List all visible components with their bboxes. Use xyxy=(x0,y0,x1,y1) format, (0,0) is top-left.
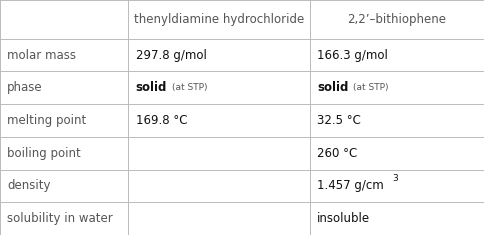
Text: 297.8 g/mol: 297.8 g/mol xyxy=(136,49,206,62)
Text: (at STP): (at STP) xyxy=(353,83,389,92)
Text: phase: phase xyxy=(7,81,43,94)
Text: 3: 3 xyxy=(392,174,398,183)
Text: 166.3 g/mol: 166.3 g/mol xyxy=(317,49,388,62)
Text: 2,2’–bithiophene: 2,2’–bithiophene xyxy=(348,13,446,26)
Text: 1.457 g/cm: 1.457 g/cm xyxy=(317,180,384,192)
Text: boiling point: boiling point xyxy=(7,147,81,160)
Text: solubility in water: solubility in water xyxy=(7,212,113,225)
Text: melting point: melting point xyxy=(7,114,87,127)
Text: molar mass: molar mass xyxy=(7,49,76,62)
Text: thenyldiamine hydrochloride: thenyldiamine hydrochloride xyxy=(134,13,304,26)
Text: 169.8 °C: 169.8 °C xyxy=(136,114,187,127)
Text: solid: solid xyxy=(317,81,348,94)
Text: 32.5 °C: 32.5 °C xyxy=(317,114,361,127)
Text: (at STP): (at STP) xyxy=(172,83,207,92)
Text: insoluble: insoluble xyxy=(317,212,370,225)
Text: 260 °C: 260 °C xyxy=(317,147,357,160)
Text: density: density xyxy=(7,180,51,192)
Text: solid: solid xyxy=(136,81,167,94)
